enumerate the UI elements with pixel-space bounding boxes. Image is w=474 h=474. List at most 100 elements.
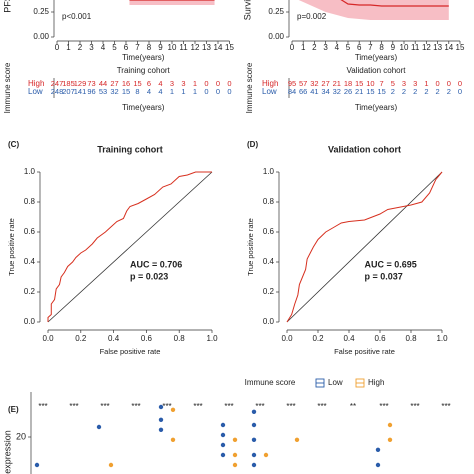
x-tick-label: 3 [323, 43, 328, 52]
risk-count: 248 [51, 87, 64, 96]
risk-count: 3 [170, 79, 174, 88]
legend-title: Immune score [245, 378, 296, 387]
y-axis-label: PFS [2, 0, 12, 13]
risk-count: 1 [170, 87, 174, 96]
x-tick-label: 4 [101, 43, 106, 52]
risk-count: 26 [344, 87, 352, 96]
risk-count: 73 [87, 79, 95, 88]
risk-count: 207 [62, 87, 75, 96]
x-tick-label: 13 [433, 43, 442, 52]
risk-count: 2 [447, 87, 451, 96]
data-point [387, 422, 393, 428]
data-point [220, 442, 226, 448]
x-tick-label: 14 [214, 43, 223, 52]
x-tick-label: 0.0 [281, 334, 293, 343]
risk-count: 41 [310, 87, 318, 96]
x-tick-label: 13 [202, 43, 211, 52]
data-point [158, 427, 164, 432]
x-tick-label: 1 [66, 43, 71, 52]
risk-count: 18 [344, 79, 352, 88]
risk-count: 10 [366, 79, 374, 88]
auc-annotation: AUC = 0.695 [365, 259, 417, 269]
auc-annotation: p = 0.023 [130, 271, 168, 281]
panel-label: (E) [8, 405, 19, 414]
row-label: Low [28, 87, 43, 96]
risk-count: 27 [321, 79, 329, 88]
risk-count: 57 [299, 79, 307, 88]
x-tick-label: 0.8 [174, 334, 186, 343]
y-tick-label: 0.4 [263, 257, 275, 266]
risk-count: 4 [158, 87, 162, 96]
data-point [232, 452, 238, 458]
risk-count: 0 [458, 79, 462, 88]
x-tick-label: 9 [391, 43, 396, 52]
risk-count: 0 [204, 79, 208, 88]
x-tick-label: 6 [357, 43, 362, 52]
x-tick-label: 0.6 [374, 334, 386, 343]
data-point [170, 437, 176, 442]
data-point [375, 462, 381, 468]
significance-label: *** [286, 402, 295, 411]
y-tick-label: 0.4 [24, 257, 36, 266]
data-point [251, 452, 257, 458]
x-tick-label: 8 [379, 43, 384, 52]
significance-label: ** [350, 402, 356, 411]
x-tick-label: 0 [55, 43, 60, 52]
data-point [220, 422, 226, 428]
data-point [220, 452, 226, 458]
risk-count: 15 [133, 79, 141, 88]
x-tick-label: 5 [346, 43, 351, 52]
x-tick-label: 1 [301, 43, 306, 52]
data-point [232, 437, 238, 442]
risk-count: 2 [413, 87, 417, 96]
x-tick-label: 14 [444, 43, 453, 52]
x-tick-label: 15 [225, 43, 234, 52]
x-tick-label: 10 [168, 43, 177, 52]
y-tick-label: 0.2 [263, 287, 275, 296]
reference-diagonal [47, 171, 213, 323]
y-tick-label: 0.6 [263, 227, 275, 236]
data-point [232, 462, 238, 468]
x-tick-label: 11 [179, 43, 188, 52]
y-tick-label: 0.8 [24, 197, 36, 206]
significance-label: *** [255, 402, 264, 411]
data-point [158, 404, 164, 410]
y-tick-label: 0.6 [24, 227, 36, 236]
risk-count: 1 [193, 87, 197, 96]
risk-count: 0 [204, 87, 208, 96]
table-y-label: Immune score [3, 62, 12, 113]
x-tick-label: 10 [400, 43, 409, 52]
significance-label: *** [193, 402, 202, 411]
risk-count: 0 [216, 87, 220, 96]
auc-annotation: p = 0.037 [365, 271, 403, 281]
risk-count: 1 [193, 79, 197, 88]
risk-count: 2 [391, 87, 395, 96]
y-tick-label: 1.0 [24, 167, 36, 176]
risk-count: 21 [333, 79, 341, 88]
table-x-label: Time(years) [122, 103, 165, 112]
x-tick-label: 2 [78, 43, 83, 52]
risk-count: 247 [51, 79, 64, 88]
data-point [220, 432, 226, 438]
roc-curve [286, 171, 443, 323]
risk-count: 66 [299, 87, 307, 96]
x-tick-label: 15 [456, 43, 465, 52]
y-tick-label: 0.2 [24, 287, 36, 296]
risk-count: 8 [135, 87, 139, 96]
y-axis-label: True positive rate [7, 218, 16, 276]
risk-count: 44 [99, 79, 107, 88]
p-value: p=0.002 [297, 12, 327, 21]
y-axis-label: expression [2, 430, 12, 474]
table-title: Validation cohort [347, 66, 407, 75]
significance-label: *** [131, 402, 140, 411]
risk-count: 0 [447, 79, 451, 88]
x-tick-label: 12 [191, 43, 200, 52]
y-tick-label: 0.25 [268, 7, 284, 16]
data-point [294, 437, 300, 442]
x-tick-label: 7 [135, 43, 140, 52]
x-tick-label: 0.2 [75, 334, 87, 343]
row-label: High [28, 79, 44, 88]
x-tick-label: 0.0 [42, 334, 54, 343]
risk-count: 15 [377, 87, 385, 96]
